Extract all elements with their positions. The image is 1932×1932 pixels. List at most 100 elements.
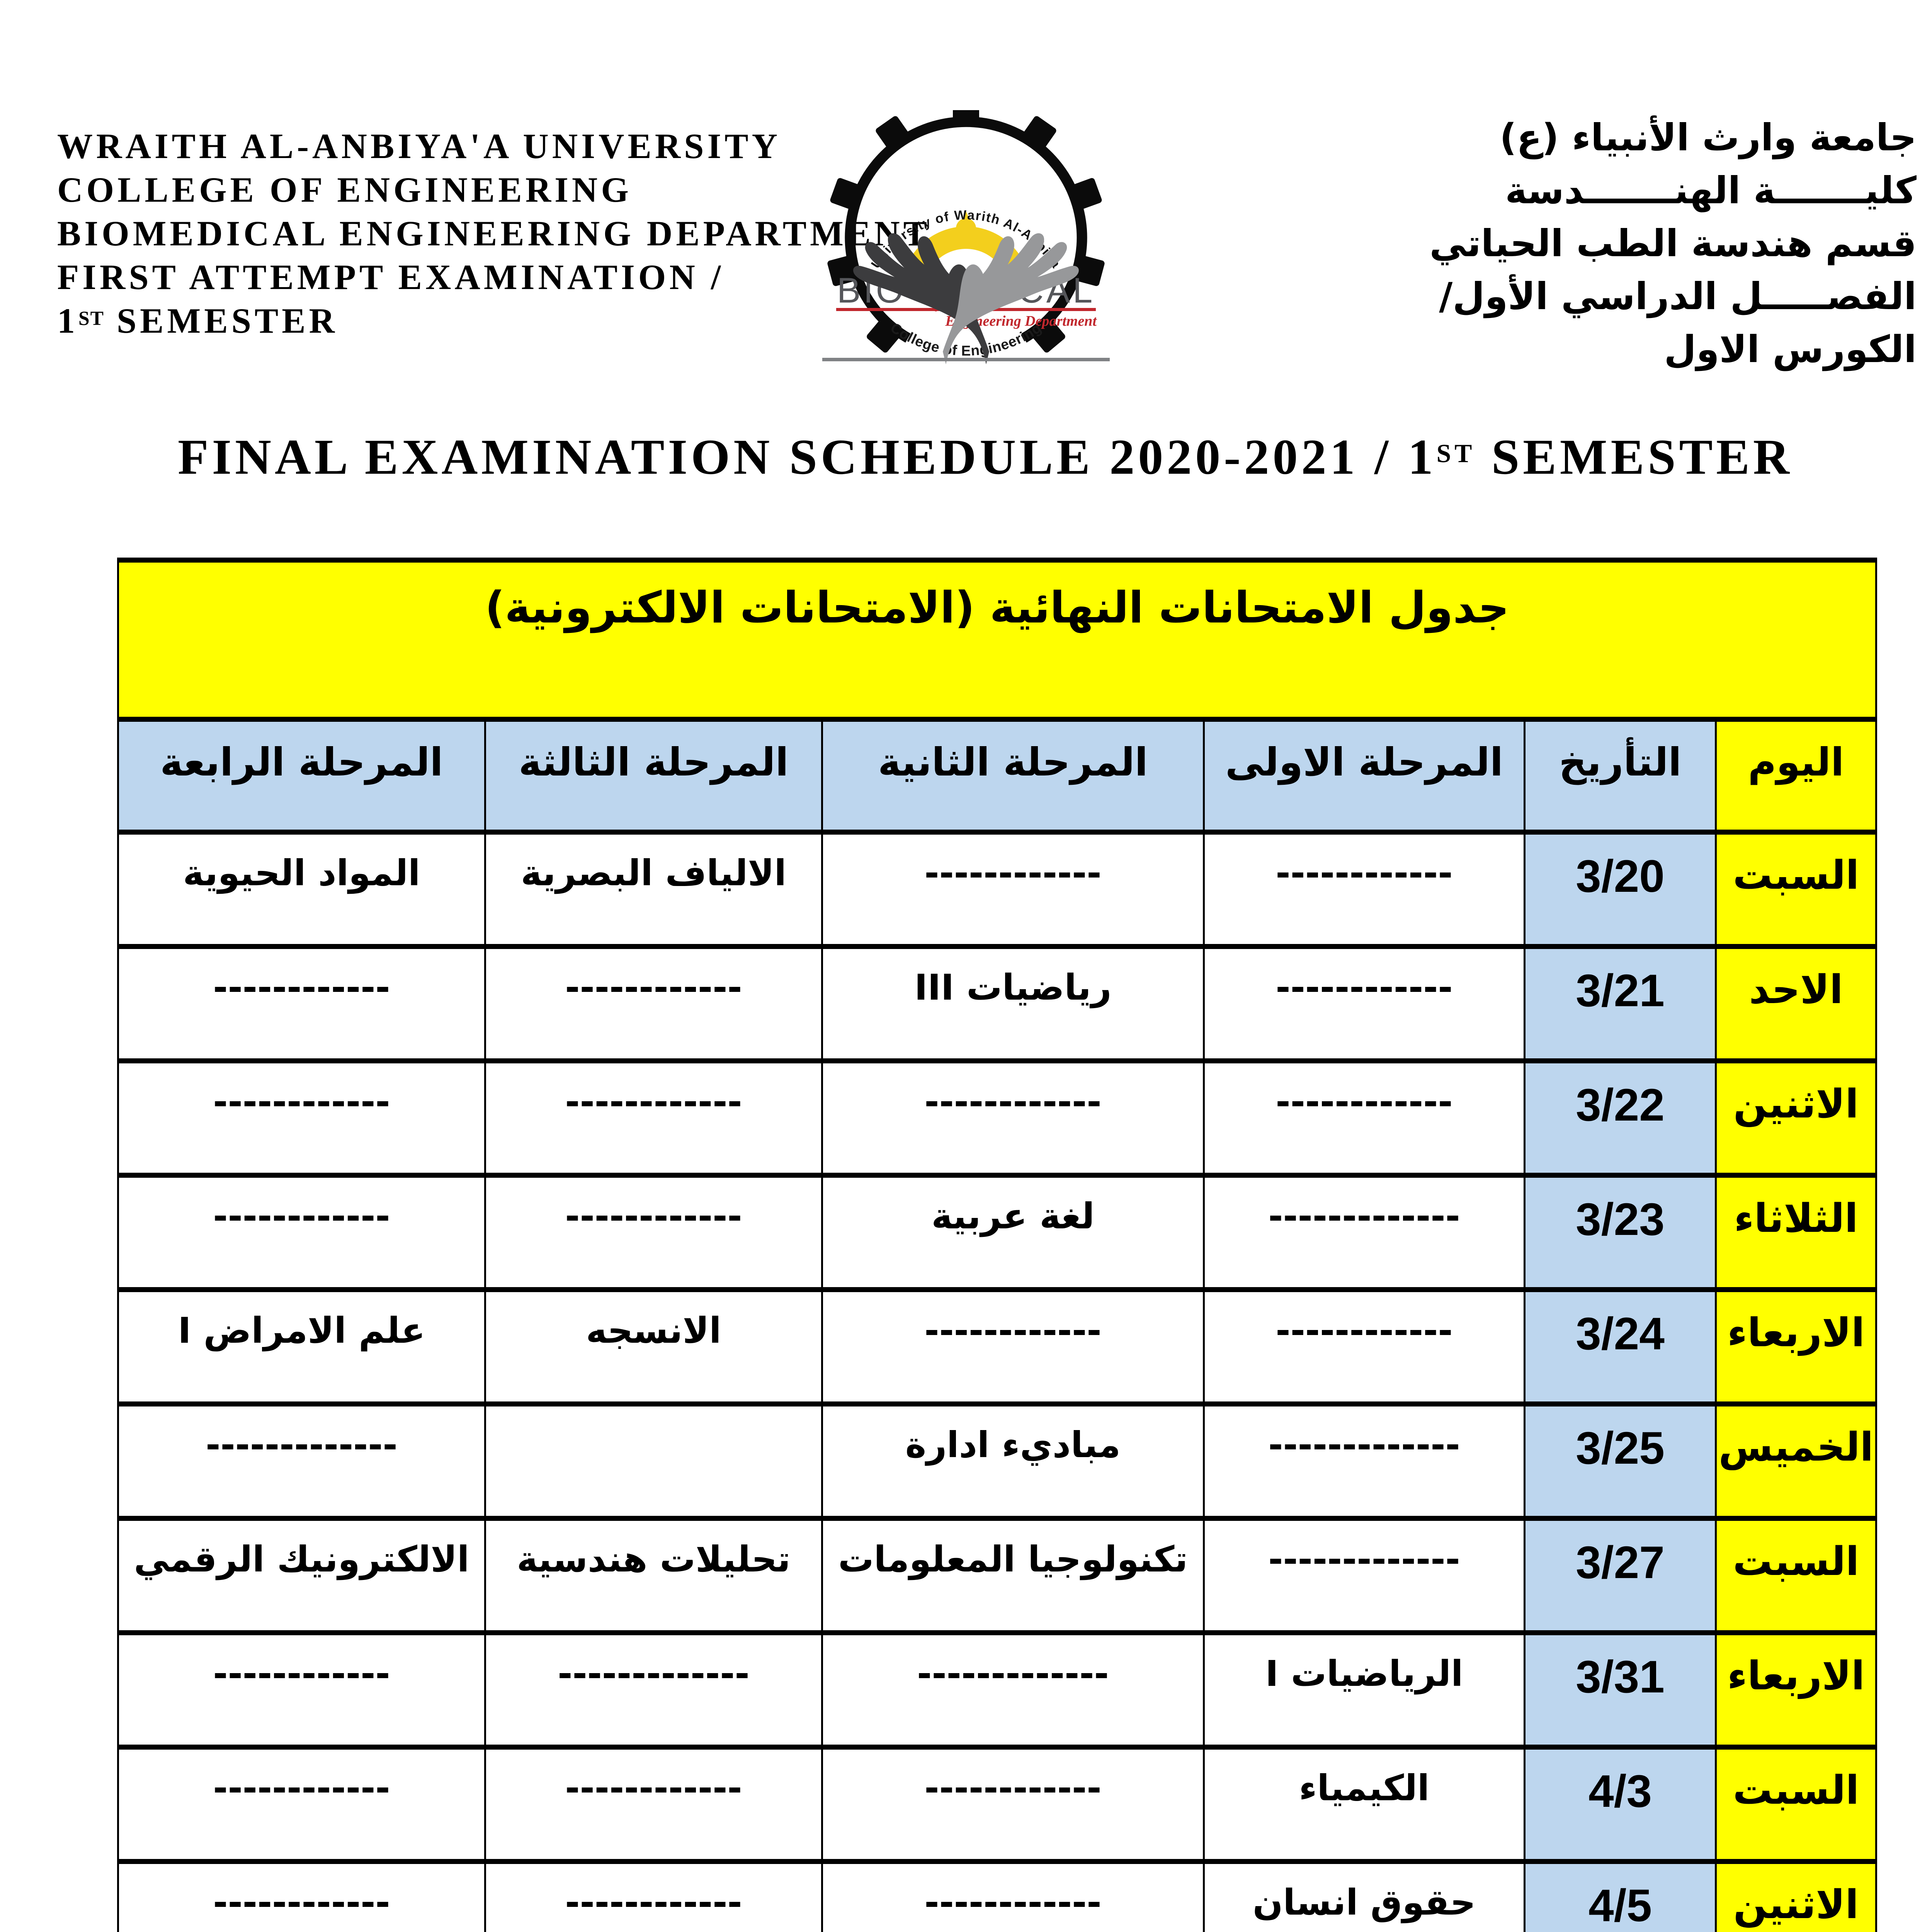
cell-stage3 [484,1401,823,1521]
college-name-en: COLLEGE OF ENGINEERING [57,170,632,209]
cell-stage1: ------------ [1203,830,1526,949]
cell-stage2: ------------ [821,1745,1205,1864]
cell-stage4: ------------ [117,944,486,1063]
university-name-en: WRAITH AL-ANBIYA'A UNIVERSITY [57,126,781,166]
cell-date: 3/23 [1524,1173,1717,1292]
exam-attempt-line-en: FIRST ATTEMPT EXAMINATION / [57,257,724,297]
department-logo: University of Warith Al-Anbiya BIO EDICA… [811,97,1121,365]
column-header-day: اليوم [1714,717,1878,835]
cell-stage1: ------------ [1203,1287,1526,1406]
cell-stage4: ------------ [117,1058,486,1178]
column-header-row: المرحلة الرابعة المرحلة الثالثة المرحلة … [117,717,1878,835]
cell-stage4: ------------ [117,1745,486,1864]
column-header-stage2: المرحلة الثانية [821,717,1205,835]
cell-stage4: ------------ [117,1173,486,1292]
cell-date: 4/5 [1524,1859,1717,1932]
table-row: ------------ ------------- ------------- ال… [117,1630,1878,1750]
semester-ordinal-sup: ST [78,308,105,330]
cell-stage3: ------------ [484,1745,823,1864]
table-row: ------------- مباديء ادارة ------------- 3/… [117,1401,1878,1521]
hands-icon [853,233,1079,364]
table-row: علم الامراض I الانسجه ------------ --------… [117,1287,1878,1406]
page-title: FINAL EXAMINATION SCHEDULE 2020-2021 / 1… [0,428,1932,486]
page-title-ordinal-sup: ST [1436,439,1476,468]
cell-date: 3/22 [1524,1058,1717,1178]
table-title-row: جدول الامتحانات النهائية (الامتحانات الا… [117,558,1878,722]
cell-stage1: ------------- [1203,1401,1526,1521]
cell-stage2: ------------ [821,1058,1205,1178]
column-header-stage4: المرحلة الرابعة [117,717,486,835]
table-row: ------------ ------------ ------------ الكي… [117,1745,1878,1864]
cell-stage4: ------------ [117,1859,486,1932]
page-title-rest: SEMESTER [1475,429,1793,485]
column-header-stage3: المرحلة الثالثة [484,717,823,835]
cell-stage1: الرياضيات I [1203,1630,1526,1750]
cell-stage1: الكيمياء [1203,1745,1526,1864]
cell-stage3: ------------- [484,1630,823,1750]
exam-schedule-table: جدول الامتحانات النهائية (الامتحانات الا… [117,558,1878,1932]
cell-day: الاثنين [1714,1058,1878,1178]
column-header-date: التأريخ [1524,717,1717,835]
cell-date: 4/3 [1524,1745,1717,1864]
cell-stage2: ------------- [821,1630,1205,1750]
semester-line-en: 1ST SEMESTER [57,299,930,348]
semester-line-ar: الفصـــــل الدراسي الأول/ [1439,275,1917,318]
cell-stage4: المواد الحيوية [117,830,486,949]
cell-stage2: مباديء ادارة [821,1401,1205,1521]
semester-word: SEMESTER [104,301,338,340]
table-row: ------------ ------------ لغة عربية -------… [117,1173,1878,1292]
cell-date: 3/20 [1524,830,1717,949]
cell-stage1: ------------ [1203,944,1526,1063]
cell-date: 3/25 [1524,1401,1717,1521]
course-line-ar: الكورس الاول [1664,328,1917,371]
cell-stage3: تحليلات هندسية [484,1516,823,1635]
department-name-ar: قسم هندسة الطب الحياتي [1429,222,1917,265]
biomedical-logo-graphic: University of Warith Al-Anbiya BIO EDICA… [822,97,1110,364]
cell-stage3: ------------ [484,1173,823,1292]
cell-stage3: ------------ [484,1859,823,1932]
cell-stage2: رياضيات III [821,944,1205,1063]
cell-day: السبت [1714,830,1878,949]
cell-stage3: ------------ [484,944,823,1063]
cell-stage2: ------------ [821,1859,1205,1932]
cell-day: الخميس [1714,1401,1878,1521]
table-row: الالكترونيك الرقمي تحليلات هندسية تكنولوجي… [117,1516,1878,1635]
table-row: ------------ ------------ ------------ حقوق… [117,1859,1878,1932]
cell-stage1: حقوق انسان [1203,1859,1526,1932]
cell-day: السبت [1714,1745,1878,1864]
table-row: ------------ ------------ ------------ ----… [117,1058,1878,1178]
gear-teeth-icon [827,97,1105,353]
cell-stage2: ------------ [821,830,1205,949]
column-header-stage1: المرحلة الاولى [1203,717,1526,835]
cell-stage4: ------------ [117,1630,486,1750]
cell-stage3: ------------ [484,1058,823,1178]
schedule-body: المواد الحيوية الالياف البصرية -----------… [117,830,1878,1932]
table-row: المواد الحيوية الالياف البصرية -----------… [117,830,1878,949]
university-header-ar: جامعة وارث الأنبياء (ع) كليـــــــة الهن… [1429,111,1917,376]
cell-date: 3/24 [1524,1287,1717,1406]
page-title-main: FINAL EXAMINATION SCHEDULE 2020-2021 / 1 [178,429,1437,485]
cell-day: الاربعاء [1714,1287,1878,1406]
cell-stage2: تكنولوجيا المعلومات [821,1516,1205,1635]
logo-baseline [822,358,1110,361]
cell-stage3: الالياف البصرية [484,830,823,949]
cell-day: السبت [1714,1516,1878,1635]
college-name-ar: كليـــــــة الهنـــــــدسة [1505,169,1917,212]
cell-day: الثلاثاء [1714,1173,1878,1292]
table-row: ------------ ------------ رياضيات III -----… [117,944,1878,1063]
cell-date: 3/21 [1524,944,1717,1063]
cell-day: الاربعاء [1714,1630,1878,1750]
cell-date: 3/31 [1524,1630,1717,1750]
gear-icon [845,116,1087,343]
university-name-ar: جامعة وارث الأنبياء (ع) [1500,116,1917,159]
cell-day: الاثنين [1714,1859,1878,1932]
department-name-en: BIOMEDICAL ENGINEERING DEPARTMENT [57,214,931,253]
cell-stage4: ------------- [117,1401,486,1521]
cell-stage2: ------------ [821,1287,1205,1406]
cell-stage2: لغة عربية [821,1173,1205,1292]
cell-stage1: ------------ [1203,1058,1526,1178]
cell-stage4: علم الامراض I [117,1287,486,1406]
cell-stage3: الانسجه [484,1287,823,1406]
semester-number: 1 [57,301,78,340]
